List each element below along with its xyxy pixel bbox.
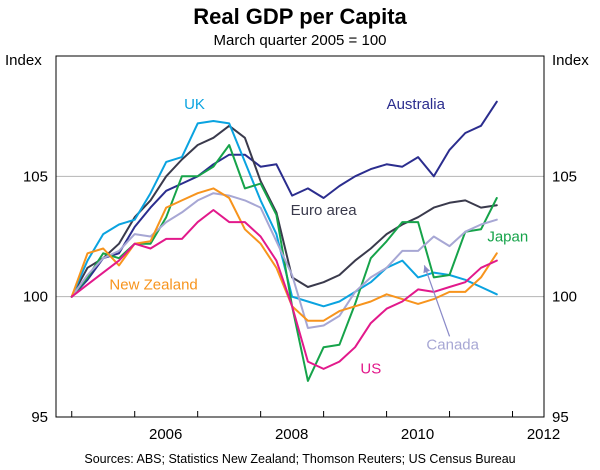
chart-title: Real GDP per Capita xyxy=(193,4,407,29)
series-line-japan xyxy=(70,144,498,382)
chart-source: Sources: ABS; Statistics New Zealand; Th… xyxy=(84,452,515,466)
chart-subtitle: March quarter 2005 = 100 xyxy=(213,32,386,49)
series-label-new-zealand: New Zealand xyxy=(109,276,197,293)
canada-arrow-head xyxy=(423,265,430,274)
series-line-euro-area xyxy=(70,124,498,298)
series-label-euro-area: Euro area xyxy=(291,202,358,219)
x-tick-label-2010: 2010 xyxy=(401,426,434,443)
series-line-us xyxy=(70,209,498,370)
plot-frame xyxy=(55,55,545,418)
canada-arrow-line xyxy=(423,265,451,337)
series-label-uk: UK xyxy=(184,96,205,113)
series-label-japan: Japan xyxy=(487,228,528,245)
x-tick-label-2008: 2008 xyxy=(275,426,308,443)
y-tick-label-left-100: 100 xyxy=(23,289,48,306)
series-line-canada xyxy=(70,192,498,329)
series-label-canada: Canada xyxy=(426,337,479,354)
left-axis-title: Index xyxy=(5,52,42,69)
series-labels: UK Australia Euro area Japan New Zealand Cana… xyxy=(109,96,528,378)
x-tick-label-2006: 2006 xyxy=(149,426,182,443)
series-line-australia xyxy=(70,100,498,298)
y-tick-label-right-105: 105 xyxy=(552,168,577,185)
series-label-australia: Australia xyxy=(387,96,446,113)
y-tick-label-right-100: 100 xyxy=(552,289,577,306)
y-tick-label-left-105: 105 xyxy=(23,168,48,185)
y-tick-label-right-95: 95 xyxy=(552,409,569,426)
series-label-us: US xyxy=(360,361,381,378)
x-tick-label-2012: 2012 xyxy=(527,426,560,443)
right-axis-title: Index xyxy=(552,52,589,69)
annotations xyxy=(423,265,451,337)
series-line-new-zealand xyxy=(70,187,498,322)
series-lines xyxy=(70,100,498,382)
y-tick-label-left-95: 95 xyxy=(31,409,48,426)
axis-ticks: 95 95 100 100 105 105 2006 2008 2010 2012 xyxy=(23,168,577,443)
